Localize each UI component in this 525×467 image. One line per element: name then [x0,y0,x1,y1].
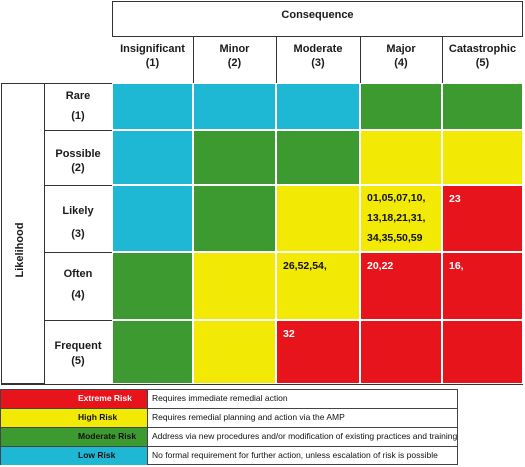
row-code: (5) [71,355,85,367]
risk-cell-moderate [360,83,442,130]
risk-cell-low [193,83,276,130]
grid-line [44,185,112,186]
legend-level: Extreme Risk [78,393,132,403]
column-code: (2) [227,57,242,69]
row-header-rare: Rare (1) [44,86,112,126]
legend-swatch [1,390,148,408]
risk-cell-low [276,83,360,130]
cell-items: 20,22 [367,260,394,272]
grid-line [360,36,361,83]
legend-description: Requires immediate remedial action [152,393,288,403]
legend-description: Requires remedial planning and action vi… [152,412,345,422]
cell-items: 32 [283,328,295,340]
row-name: Often [63,268,93,280]
risk-cell-extreme: 20,22 [360,252,442,320]
legend-row-moderate: Moderate Risk Address via new procedures… [1,428,457,447]
consequence-header [112,1,523,36]
risk-cell-moderate [193,130,276,185]
column-name: Catastrophic [448,43,517,55]
row-code: (1) [71,110,85,122]
risk-cell-low [112,185,193,252]
row-header-often: Often (4) [44,264,112,306]
grid-line [44,252,112,253]
likelihood-title: Likelihood [14,222,26,278]
column-header-catastrophic: Catastrophic (5) [442,42,523,78]
risk-cell-extreme: 23 [442,185,523,252]
column-code: (5) [475,57,490,69]
column-header-insignificant: Insignificant (1) [112,42,193,78]
risk-cell-high [442,130,523,185]
risk-legend: Extreme Risk Requires immediate remedial… [0,389,458,465]
risk-cell-extreme: 32 [276,320,360,384]
risk-cell-extreme [360,320,442,384]
risk-cell-low [112,83,193,130]
risk-cell-high [276,185,360,252]
cell-items: 16, [449,260,464,272]
column-name: Insignificant [120,43,185,55]
legend-row-high: High Risk Requires remedial planning and… [1,409,457,428]
risk-cell-high: 01,05,07,10, 13,18,21,31, 34,35,50,59 [360,185,442,252]
legend-row-low: Low Risk No formal requirement for furth… [1,447,457,466]
row-code: (3) [71,228,85,240]
row-code: (2) [71,162,85,174]
column-name: Minor [219,43,250,55]
legend-level: Low Risk [78,450,116,460]
risk-cell-high: 26,52,54, [276,252,360,320]
row-header-likely: Likely (3) [44,200,112,246]
row-header-frequent: Frequent (5) [44,339,112,369]
legend-description: No formal requirement for further action… [152,450,438,460]
legend-level: Moderate Risk [78,431,137,441]
grid-line [1,384,523,385]
grid-line [112,36,523,37]
legend-swatch [1,409,148,427]
risk-cell-extreme: 16, [442,252,523,320]
risk-cell-moderate [276,130,360,185]
risk-cell-high [193,320,276,384]
column-name: Moderate [293,43,343,55]
cell-items: 23 [449,193,461,205]
risk-cell-moderate [442,83,523,130]
legend-description: Address via new procedures and/or modifi… [152,431,458,441]
consequence-title: Consequence [281,9,354,21]
column-header-minor: Minor (2) [193,42,276,78]
risk-cell-extreme [442,320,523,384]
cell-items: 26,52,54, [283,260,327,272]
cell-items: 01,05,07,10, 13,18,21,31, 34,35,50,59 [367,192,426,244]
risk-cell-high [193,252,276,320]
column-code: (4) [394,57,408,69]
risk-cell-low [112,130,193,185]
risk-cell-moderate [193,185,276,252]
grid-line [442,36,443,83]
grid-line [276,36,277,83]
grid-line [193,36,194,83]
legend-level: High Risk [78,412,118,422]
grid-line [44,320,112,321]
risk-matrix: Consequence Insignificant (1) Minor (2) … [1,1,523,385]
column-code: (1) [145,57,160,69]
column-code: (3) [311,57,325,69]
risk-cell-moderate [112,252,193,320]
row-name: Frequent [54,340,102,352]
row-header-possible: Possible (2) [44,147,112,175]
legend-row-extreme: Extreme Risk Requires immediate remedial… [1,390,457,409]
risk-cell-high [360,130,442,185]
column-name: Major [386,43,416,55]
row-name: Likely [62,205,94,217]
grid-line [44,130,112,131]
row-code: (4) [71,289,85,301]
column-header-major: Major (4) [360,42,442,78]
row-name: Rare [65,90,91,102]
legend-swatch [1,447,148,465]
risk-cell-moderate [112,320,193,384]
column-header-moderate: Moderate (3) [276,42,360,78]
legend-swatch [1,428,148,446]
row-name: Possible [55,148,101,160]
grid-line [44,83,45,384]
